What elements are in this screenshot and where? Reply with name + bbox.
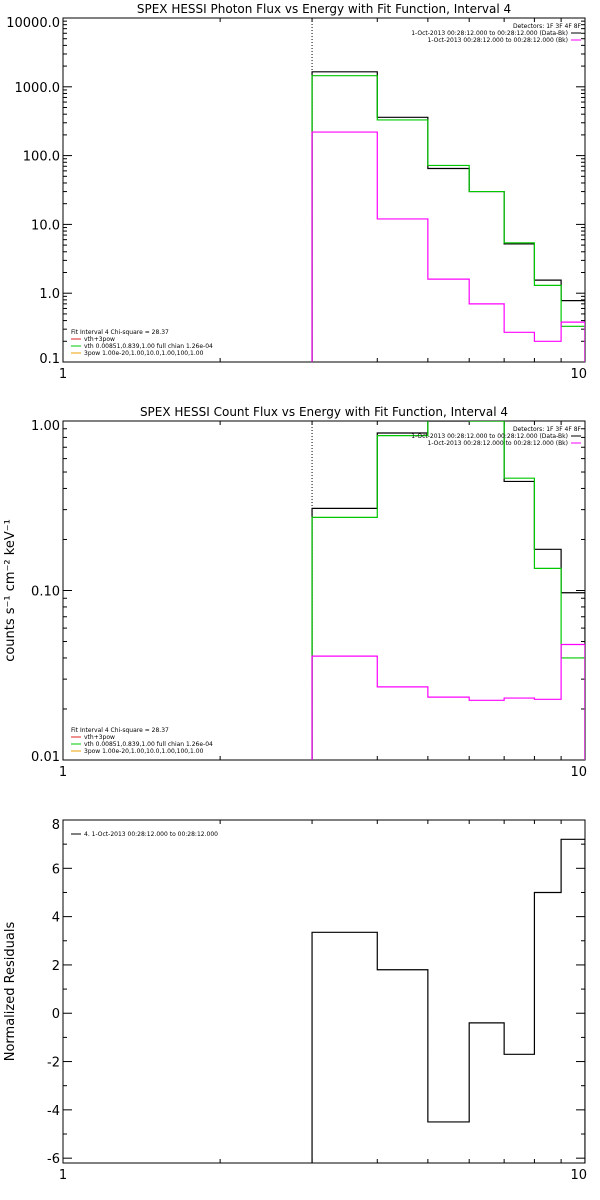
x-tick-label: 1 — [59, 765, 67, 780]
plot-frame — [62, 420, 586, 761]
legend-bottom-entry: 3pow 1.00e-20,1.00,10.0,1.00,100,1.00 — [84, 748, 204, 755]
legend-top-entry: 1-Oct-2013 00:28:12.000 to 00:28:12.000 … — [411, 30, 568, 37]
x-tick-label: 10 — [570, 1168, 587, 1183]
y-tick-label: 100.0 — [23, 150, 60, 165]
y-tick-label: 1.00 — [31, 419, 60, 434]
legend-bottom-entry: 3pow 1.00e-20,1.00,10.0,1.00,100,1.00 — [84, 350, 204, 357]
y-tick-label: 10.0 — [31, 218, 60, 233]
x-tick-label: 1 — [59, 1168, 67, 1183]
y-tick-label: 2 — [52, 959, 60, 974]
legend-top-header: Detectors: 1F 3F 4F 8F — [513, 426, 582, 433]
y-tick-label: 6 — [52, 862, 60, 877]
plot-frame — [62, 17, 586, 363]
y-tick-label: -6 — [47, 1152, 60, 1167]
y-tick-label: -4 — [47, 1104, 60, 1119]
chart-panel-3: Normalized Residuals 1 10 -6 -4 -2 0 2 4 6 8 4. 1-O… — [3, 818, 587, 1183]
y-tick-label: 0.1 — [39, 352, 60, 367]
y-tick-label: 0 — [52, 1007, 60, 1022]
series-comp1-line — [311, 131, 585, 362]
chart-title: SPEX HESSI Count Flux vs Energy with Fit… — [140, 405, 508, 419]
legend-bottom-header: Fit Interval 4 Chi-square = 28.37 — [71, 727, 169, 734]
x-tick-label: 1 — [59, 367, 67, 382]
legend-bottom-entry: vth 0.00851,0.839,1.00 full chian 1.26e-… — [84, 343, 213, 350]
y-axis-label: Normalized Residuals — [3, 922, 18, 1062]
y-tick-label: 1.0 — [39, 287, 60, 302]
series-observed-line — [311, 71, 585, 362]
legend-bottom-entry: vth+3pow — [84, 336, 115, 343]
series-comp1-line — [311, 643, 585, 760]
series-total-line — [311, 421, 585, 760]
legend-bottom-entry: vth 0.00851,0.839,1.00 full chian 1.26e-… — [84, 741, 213, 748]
legend-entry: 4. 1-Oct-2013 00:28:12.000 to 00:28:12.0… — [84, 831, 218, 838]
legend-top-entry: 1-Oct-2013 00:28:12.000 to 00:28:12.000 … — [428, 37, 569, 44]
y-tick-label: 10000.0 — [6, 16, 60, 31]
legend-top-entry: 1-Oct-2013 00:28:12.000 to 00:28:12.000 … — [428, 440, 569, 447]
y-tick-label: 0.01 — [31, 750, 60, 765]
series-observed-line — [311, 838, 585, 1163]
legend-bottom-header: Fit Interval 4 Chi-square = 28.37 — [71, 329, 169, 336]
chart-panel-2: SPEX HESSI Count Flux vs Energy with Fit… — [3, 405, 587, 780]
series-observed-line — [311, 421, 585, 760]
legend-top-entry: 1-Oct-2013 00:28:12.000 to 00:28:12.000 … — [411, 433, 568, 440]
plot-frame — [62, 819, 586, 1164]
y-tick-label: -2 — [47, 1056, 60, 1071]
legend-bottom-entry: vth+3pow — [84, 734, 115, 741]
x-tick-label: 10 — [570, 367, 587, 382]
y-axis-label: counts s⁻¹ cm⁻² keV⁻¹ — [3, 519, 18, 662]
x-tick-label: 10 — [570, 765, 587, 780]
legend-top-header: Detectors: 1F 3F 4F 8F — [513, 23, 582, 30]
y-tick-label: 0.10 — [31, 585, 60, 600]
series-total-line — [311, 75, 585, 362]
chart-title: SPEX HESSI Photon Flux vs Energy with Fi… — [137, 2, 511, 16]
chart-panel-1: SPEX HESSI Photon Flux vs Energy with Fi… — [6, 2, 587, 382]
y-tick-label: 8 — [52, 818, 60, 833]
y-tick-label: 4 — [52, 911, 60, 926]
y-tick-label: 1000.0 — [15, 81, 61, 96]
